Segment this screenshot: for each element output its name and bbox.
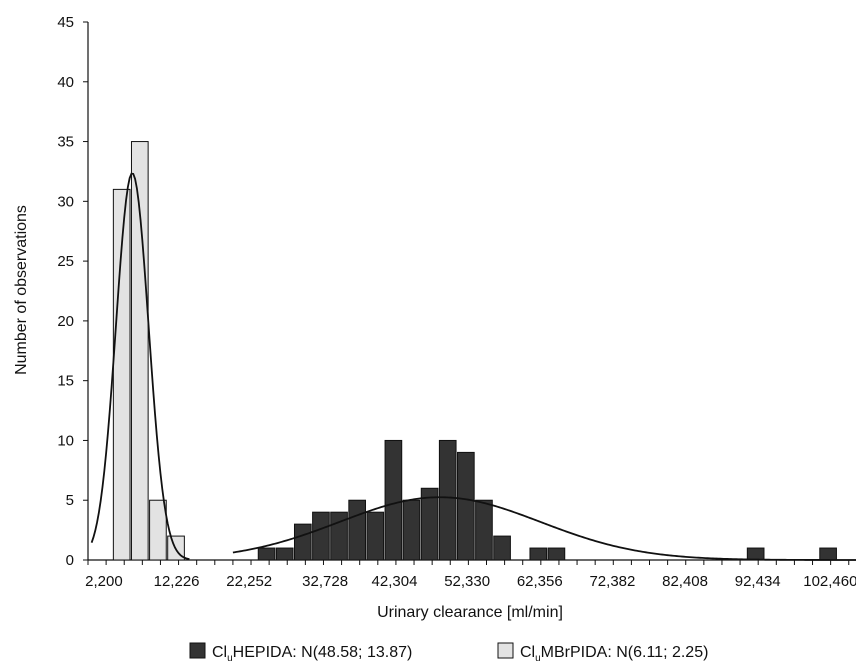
bar-hepida bbox=[402, 499, 421, 561]
x-tick-label: 2,200 bbox=[85, 573, 123, 590]
y-tick-label: 35 bbox=[57, 134, 74, 151]
tick-labels: 0 5 10 15 20 25 30 35 40 45 2,200 12,226 22,252 32,72… bbox=[57, 14, 856, 590]
fit-curves bbox=[90, 172, 856, 561]
x-tick-label: 62,356 bbox=[517, 573, 563, 590]
bar-hepida bbox=[746, 547, 765, 561]
legend-label-mbrpida: CluMBrPIDA: N(6.11; 2.25) bbox=[520, 644, 708, 662]
legend-label-hepida-base: Cl bbox=[212, 644, 227, 661]
y-tick-label: 25 bbox=[57, 253, 74, 270]
legend-item-hepida: CluHEPIDA: N(48.58; 13.87) bbox=[189, 642, 412, 662]
bar-mbrpida bbox=[130, 141, 149, 561]
bar-hepida bbox=[529, 547, 548, 561]
bar-hepida bbox=[475, 499, 493, 561]
x-tick-label: 52,330 bbox=[444, 573, 490, 590]
fit-curve-hepida bbox=[232, 496, 856, 561]
y-tick-label: 30 bbox=[57, 193, 74, 210]
fit-curve-mbrpida bbox=[90, 172, 190, 561]
bar-mbrpida bbox=[149, 499, 167, 561]
bar-hepida bbox=[293, 523, 312, 561]
axes bbox=[83, 21, 856, 565]
y-tick-label: 15 bbox=[57, 373, 74, 390]
bar-hepida bbox=[438, 439, 457, 561]
y-tick-label: 0 bbox=[66, 552, 74, 569]
x-tick-label: 22,252 bbox=[226, 573, 272, 590]
x-tick-label: 92,434 bbox=[735, 573, 781, 590]
legend-label-hepida: CluHEPIDA: N(48.58; 13.87) bbox=[212, 644, 412, 662]
x-tick-label: 72,382 bbox=[589, 573, 635, 590]
x-tick-label: 12,226 bbox=[154, 573, 200, 590]
bar-hepida bbox=[493, 535, 511, 561]
bar-hepida bbox=[819, 547, 837, 561]
legend-label-mbrpida-rest: MBrPIDA: N(6.11; 2.25) bbox=[541, 644, 709, 661]
x-tick-label: 82,408 bbox=[662, 573, 708, 590]
bar-hepida bbox=[275, 547, 294, 561]
y-tick-label: 5 bbox=[66, 492, 74, 509]
bar-hepida bbox=[257, 547, 276, 561]
x-axis-title: Urinary clearance [ml/min] bbox=[377, 604, 563, 621]
x-tick-label: 42,304 bbox=[372, 573, 418, 590]
y-tick-label: 40 bbox=[57, 74, 74, 91]
bar-hepida bbox=[420, 487, 439, 561]
bar-hepida bbox=[312, 511, 330, 561]
y-tick-label: 20 bbox=[57, 313, 74, 330]
legend-swatch-mbrpida bbox=[497, 642, 514, 659]
y-axis-title: Number of observations bbox=[13, 205, 30, 375]
bars bbox=[112, 141, 837, 561]
legend-swatch-hepida bbox=[189, 642, 206, 659]
x-tick-label: 32,728 bbox=[302, 573, 348, 590]
legend-label-hepida-rest: HEPIDA: N(48.58; 13.87) bbox=[233, 644, 413, 661]
bar-hepida bbox=[366, 511, 385, 561]
legend: CluHEPIDA: N(48.58; 13.87) CluMBrPIDA: N… bbox=[189, 642, 708, 662]
y-tick-label: 45 bbox=[57, 14, 74, 31]
bar-hepida bbox=[457, 451, 475, 561]
legend-item-mbrpida: CluMBrPIDA: N(6.11; 2.25) bbox=[497, 642, 708, 662]
x-tick-label: 102,460 bbox=[803, 573, 856, 590]
bar-hepida bbox=[384, 439, 403, 561]
y-tick-label: 10 bbox=[57, 432, 74, 449]
legend-label-hepida-subscript: u bbox=[227, 653, 233, 662]
legend-label-mbrpida-base: Cl bbox=[520, 644, 535, 661]
legend-label-mbrpida-subscript: u bbox=[535, 653, 541, 662]
bar-hepida bbox=[547, 547, 566, 561]
bar-hepida bbox=[348, 499, 366, 561]
